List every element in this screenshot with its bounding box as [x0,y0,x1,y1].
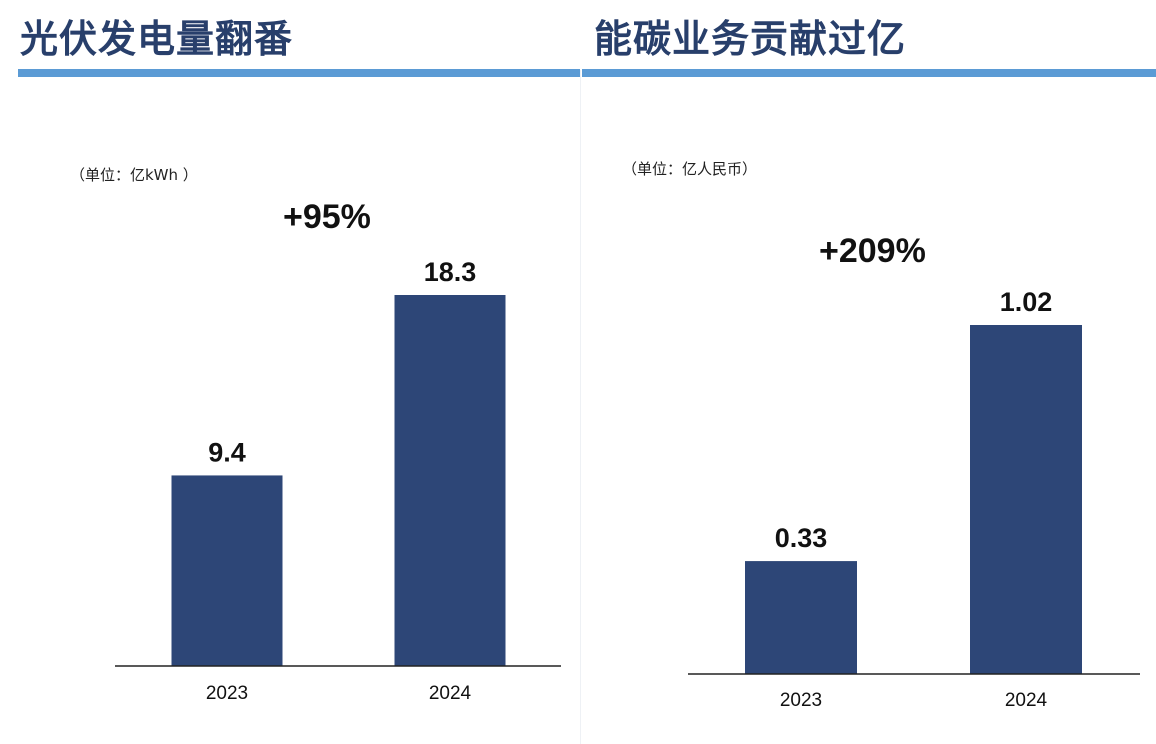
title-underline [582,69,1156,77]
growth-percentage: +95% [283,198,371,236]
x-tick-label-2023: 2023 [206,683,248,704]
panel-divider [580,70,581,744]
energy-carbon-panel: 能碳业务贡献过亿 （单位：亿人民币） +209% 0.33 2023 1.02 202… [582,0,1156,744]
energy-carbon-chart: 0.33 2023 1.02 2024 [688,287,1140,711]
x-tick-label-2024: 2024 [1005,690,1048,711]
x-tick-label-2023: 2023 [780,690,822,711]
pv-generation-title: 光伏发电量翻番 [20,17,294,61]
value-label-2024: 1.02 [1000,287,1053,317]
unit-label: （单位：亿kWh ） [70,166,198,184]
growth-percentage: +209% [819,232,926,270]
bar-2024 [394,295,506,666]
pv-generation-panel: 光伏发电量翻番 （单位：亿kWh ） +95% 9.4 2023 18.3 2024 [18,17,580,704]
energy-carbon-title: 能碳业务贡献过亿 [594,17,907,61]
value-label-2024: 18.3 [424,257,477,287]
value-label-2023: 0.33 [775,523,828,553]
bar-2024 [970,325,1082,674]
title-underline [18,69,580,77]
value-label-2023: 9.4 [208,437,246,467]
x-tick-label-2024: 2024 [429,683,472,704]
unit-label: （单位：亿人民币） [622,160,758,178]
bar-2023 [171,475,283,666]
bar-2023 [745,561,857,674]
pv-generation-chart: 9.4 2023 18.3 2024 [115,257,561,704]
